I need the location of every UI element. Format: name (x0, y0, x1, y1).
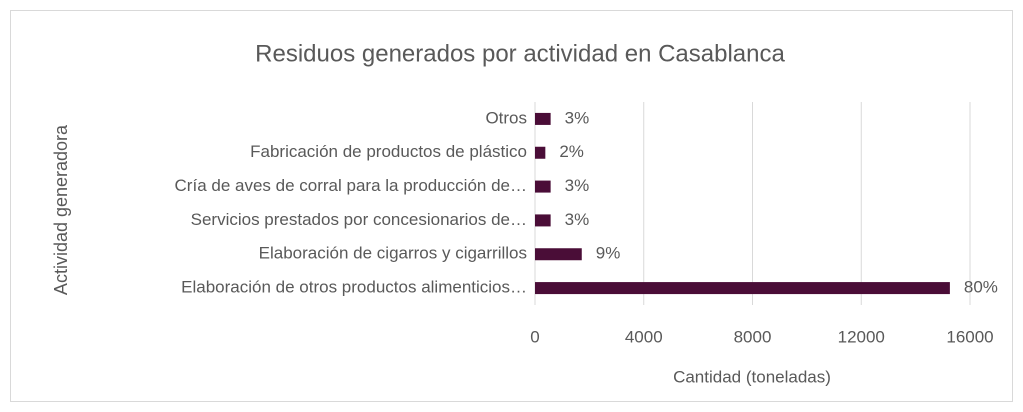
chart-frame (10, 10, 1013, 402)
bar (535, 180, 551, 193)
chart-title: Residuos generados por actividad en Casa… (255, 40, 785, 67)
bar (535, 282, 950, 295)
x-tick-label: 4000 (625, 327, 663, 346)
data-label: 3% (565, 176, 590, 195)
data-label: 2% (559, 142, 584, 161)
x-tick-label: 16000 (946, 327, 993, 346)
data-label: 80% (964, 278, 998, 297)
y-tick-label: Servicios prestados por concesionarios d… (191, 210, 527, 229)
y-tick-label: Fabricación de productos de plástico (250, 142, 527, 161)
data-label: 3% (565, 108, 590, 127)
bar (535, 248, 582, 261)
x-tick-label: 0 (530, 327, 539, 346)
bar (535, 146, 546, 159)
x-tick-label: 12000 (838, 327, 885, 346)
y-axis-label: Actividad generadora (51, 124, 71, 295)
bar (535, 214, 551, 227)
y-tick-label: Otros (485, 108, 527, 127)
y-tick-label: Elaboración de otros productos alimentic… (181, 278, 527, 297)
y-tick-label: Cría de aves de corral para la producció… (175, 176, 527, 195)
data-label: 3% (565, 210, 590, 229)
x-tick-label: 8000 (734, 327, 772, 346)
x-axis-label: Cantidad (toneladas) (673, 367, 831, 386)
bar (535, 112, 551, 125)
data-label: 9% (596, 244, 621, 263)
y-tick-label: Elaboración de cigarros y cigarrillos (259, 244, 527, 263)
